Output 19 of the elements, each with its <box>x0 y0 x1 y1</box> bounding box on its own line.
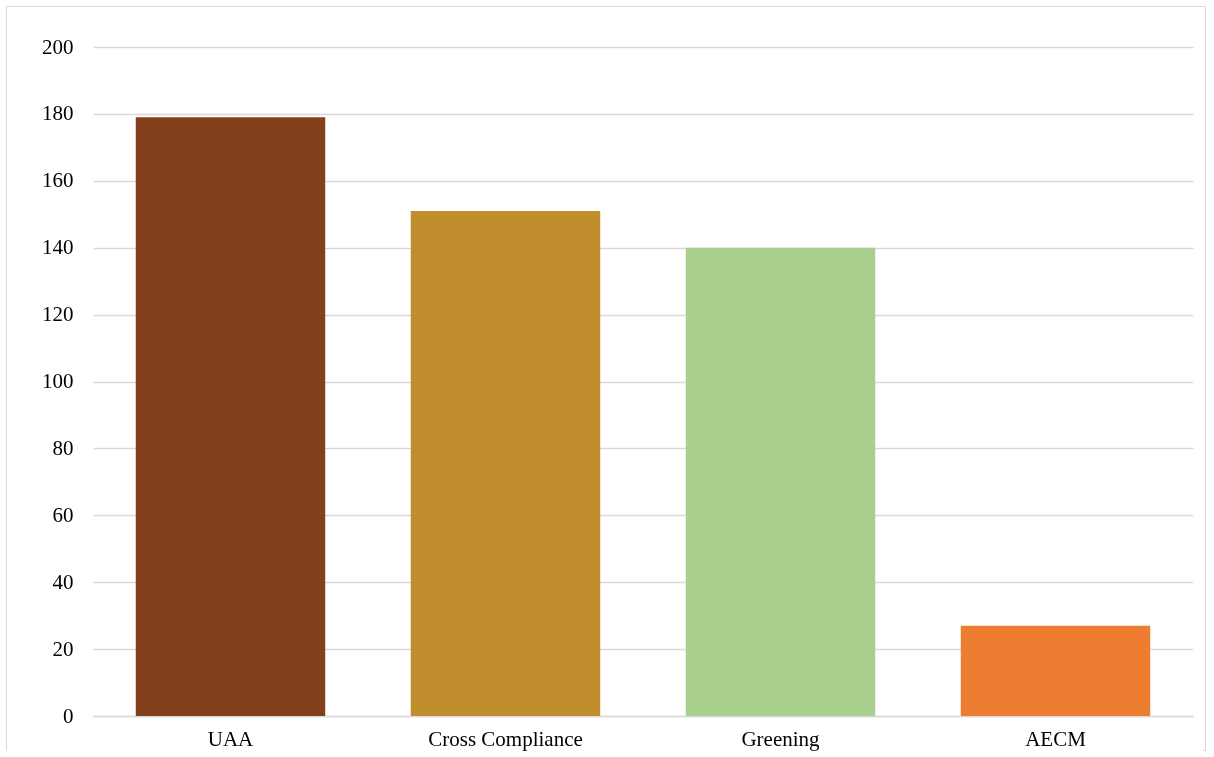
y-tick-label: 160 <box>42 168 74 193</box>
y-tick-label: 100 <box>42 369 74 393</box>
bar <box>685 247 876 716</box>
y-tick-label: 180 <box>42 101 74 126</box>
bar <box>135 117 326 716</box>
y-tick-label: 60 <box>52 502 74 527</box>
y-tick-label: 20 <box>52 636 74 661</box>
y-tick-label: 40 <box>52 569 74 594</box>
y-tick-label: 120 <box>42 302 74 327</box>
y-tick-label: 200 <box>42 34 74 59</box>
y-tick-label: 80 <box>52 435 74 460</box>
bar <box>960 625 1151 716</box>
bar <box>410 210 601 716</box>
x-tick-label: UAA <box>207 726 255 751</box>
x-tick-label: Cross Compliance <box>428 726 583 751</box>
x-tick-label: AECM <box>1025 726 1087 751</box>
x-tick-label: Greening <box>741 726 821 751</box>
y-tick-label: 0 <box>63 703 74 728</box>
y-tick-label: 140 <box>42 235 74 260</box>
